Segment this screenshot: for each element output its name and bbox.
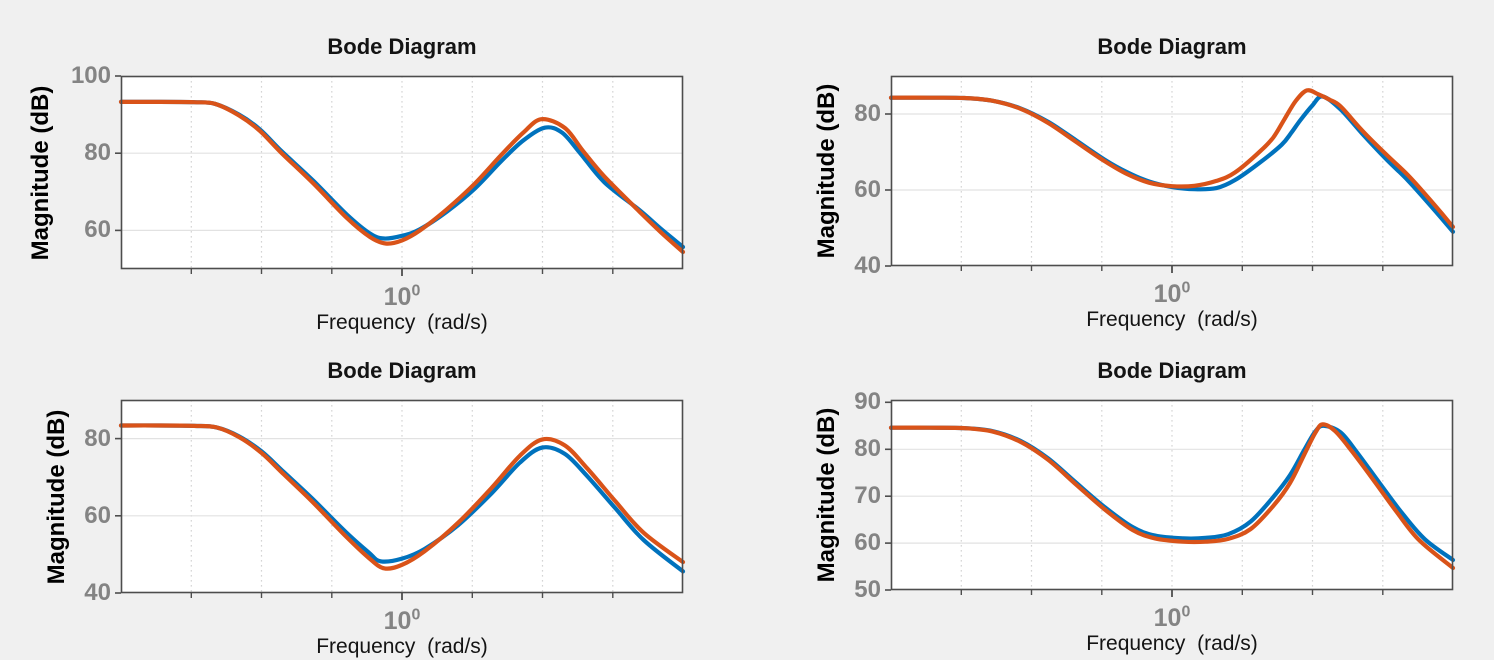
axis-box [890,399,1454,591]
x-tick-exponent: 0 [1181,279,1191,297]
x-tick-label: 100 [1154,604,1191,632]
x-tick-base: 10 [1153,280,1182,308]
x-tick-label: 100 [384,283,421,311]
y-tick-label: 80 [854,100,881,127]
plot-title: Bode Diagram [327,358,477,383]
x-tick-base: 10 [1153,604,1182,632]
x-axis-label: Frequency (rad/s) [316,635,488,658]
axis-box [120,75,684,270]
plot-area-bottom-left[interactable] [115,399,686,600]
y-tick-label: 80 [84,139,111,167]
y-tick-label: 90 [854,388,881,416]
y-tick-label: 80 [84,424,111,452]
x-tick-base: 10 [383,283,412,311]
x-tick-exponent: 0 [1181,603,1191,621]
axis-box [120,399,684,594]
series-line-system-response-2 [888,422,1456,571]
y-tick-label: 60 [84,216,111,244]
plot-area-top-left[interactable] [115,75,686,276]
plot-area-bottom-right[interactable] [885,399,1456,597]
x-tick-label: 100 [1154,280,1191,308]
y-tick-label: 60 [854,176,881,203]
series-line-system-response-2 [118,99,686,255]
plot-title: Bode Diagram [1097,34,1247,59]
x-tick-exponent: 0 [411,282,421,300]
x-tick-exponent: 0 [411,606,421,624]
y-tick-label: 40 [854,252,881,279]
y-tick-label: 40 [84,579,111,606]
y-tick-label: 60 [84,501,111,529]
y-tick-label: 100 [70,62,111,89]
y-tick-label: 70 [854,482,881,510]
x-axis-label: Frequency (rad/s) [1086,308,1258,331]
y-tick-label: 50 [854,576,881,603]
x-tick-base: 10 [383,607,412,635]
x-axis-label: Frequency (rad/s) [316,311,488,334]
plot-area-top-right[interactable] [885,75,1456,273]
series-line-system-response-2 [118,423,686,571]
y-tick-label: 60 [854,529,881,557]
plot-title: Bode Diagram [327,34,477,59]
series-line-system-response-2 [888,88,1456,229]
axis-box [890,75,1454,267]
x-tick-label: 100 [384,607,421,635]
plot-title: Bode Diagram [1097,358,1247,383]
y-tick-label: 80 [854,435,881,463]
x-axis-label: Frequency (rad/s) [1086,632,1258,655]
